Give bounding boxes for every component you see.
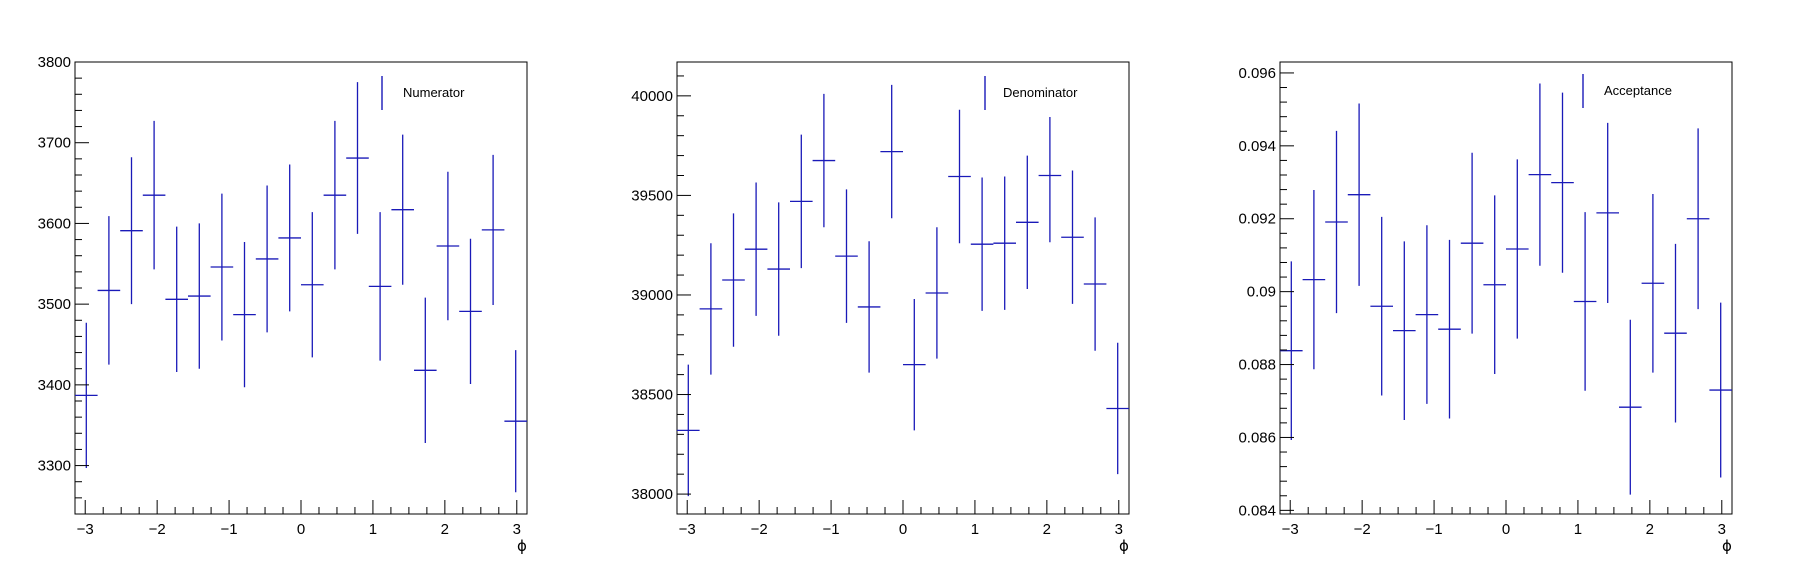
numerator-legend-label: Numerator (403, 85, 465, 100)
denominator-y-tick-label: 39000 (631, 287, 673, 304)
denominator-x-axis: −3 −2 −1 0 1 2 3 (679, 500, 1123, 538)
acceptance-legend: Acceptance (1570, 71, 1720, 117)
acceptance-frame (1279, 61, 1733, 515)
numerator-y-tick-label: 3800 (38, 54, 71, 71)
numerator-frame (74, 61, 528, 515)
numerator-x-tick-label: 3 (513, 521, 521, 538)
numerator-y-tick-label: 3500 (38, 296, 71, 313)
denominator-markers (677, 84, 1129, 497)
acceptance-x-tick-label: −1 (1426, 521, 1443, 538)
denominator-x-tick-label: −1 (823, 521, 840, 538)
numerator-x-tick-label: −1 (221, 521, 238, 538)
acceptance-x-tick-label: 0 (1502, 521, 1510, 538)
denominator-x-axis-title: ϕ (1119, 537, 1129, 555)
acceptance-x-axis: −3 −2 −1 0 1 2 3 (1282, 500, 1726, 538)
denominator-y-tick-label: 40000 (631, 88, 673, 105)
numerator-x-tick-label: −3 (77, 521, 94, 538)
acceptance-x-tick-label: 3 (1718, 521, 1726, 538)
acceptance-y-tick-label: 0.092 (1238, 211, 1276, 228)
denominator-legend-box (970, 71, 1120, 117)
acceptance-y-tick-label: 0.096 (1238, 65, 1276, 82)
acceptance-y-tick-label: 0.086 (1238, 429, 1276, 446)
acceptance-x-tick-label: −3 (1282, 521, 1299, 538)
acceptance-y-axis: 0.084 0.086 0.088 0.09 0.092 0.094 0.096 (1238, 65, 1294, 519)
denominator-frame (676, 61, 1130, 515)
acceptance-x-tick-label: −2 (1354, 521, 1371, 538)
numerator-x-axis: −3 −2 −1 0 1 2 3 (77, 500, 521, 538)
acceptance-markers (1280, 83, 1732, 495)
numerator-y-tick-label: 3300 (38, 458, 71, 475)
numerator-y-tick-label: 3600 (38, 215, 71, 232)
numerator-markers (75, 82, 527, 493)
acceptance-legend-box (1570, 71, 1720, 117)
numerator-legend: Numerator (370, 71, 520, 117)
acceptance-y-tick-label: 0.09 (1247, 284, 1276, 301)
denominator-x-tick-label: 0 (899, 521, 907, 538)
numerator-x-tick-label: 0 (297, 521, 305, 538)
numerator-legend-box (370, 71, 520, 117)
denominator-y-tick-label: 38500 (631, 387, 673, 404)
denominator-panel: −3 −2 −1 0 1 2 3 38000 38500 39000 39500 40000 Den… (631, 61, 1130, 555)
numerator-x-axis-title: ϕ (517, 537, 527, 555)
denominator-legend: Denominator (970, 71, 1120, 117)
acceptance-x-tick-label: 1 (1574, 521, 1582, 538)
numerator-x-tick-label: 1 (369, 521, 377, 538)
acceptance-y-tick-label: 0.088 (1238, 357, 1276, 374)
acceptance-x-axis-title: ϕ (1722, 537, 1732, 555)
acceptance-y-tick-label: 0.094 (1238, 138, 1276, 155)
numerator-x-tick-label: 2 (441, 521, 449, 538)
acceptance-panel: −3 −2 −1 0 1 2 3 0.084 0.086 0.088 0.09 0.092 0.094… (1238, 61, 1733, 555)
denominator-y-axis: 38000 38500 39000 39500 40000 (631, 75, 691, 515)
denominator-x-tick-label: −3 (679, 521, 696, 538)
numerator-y-axis: 3300 3400 3500 3600 3700 3800 (38, 54, 89, 515)
denominator-y-tick-label: 39500 (631, 187, 673, 204)
acceptance-legend-label: Acceptance (1604, 83, 1672, 98)
numerator-y-tick-label: 3400 (38, 377, 71, 394)
denominator-x-tick-label: 3 (1115, 521, 1123, 538)
acceptance-x-tick-label: 2 (1646, 521, 1654, 538)
acceptance-y-tick-label: 0.084 (1238, 502, 1276, 519)
numerator-panel: −3 −2 −1 0 1 2 3 3300 3400 3500 3600 3700 3800 Nume… (38, 54, 528, 555)
denominator-y-tick-label: 38000 (631, 486, 673, 503)
denominator-legend-label: Denominator (1003, 85, 1078, 100)
denominator-x-tick-label: 2 (1043, 521, 1051, 538)
numerator-y-tick-label: 3700 (38, 135, 71, 152)
denominator-x-tick-label: 1 (971, 521, 979, 538)
numerator-x-tick-label: −2 (149, 521, 166, 538)
denominator-x-tick-label: −2 (751, 521, 768, 538)
